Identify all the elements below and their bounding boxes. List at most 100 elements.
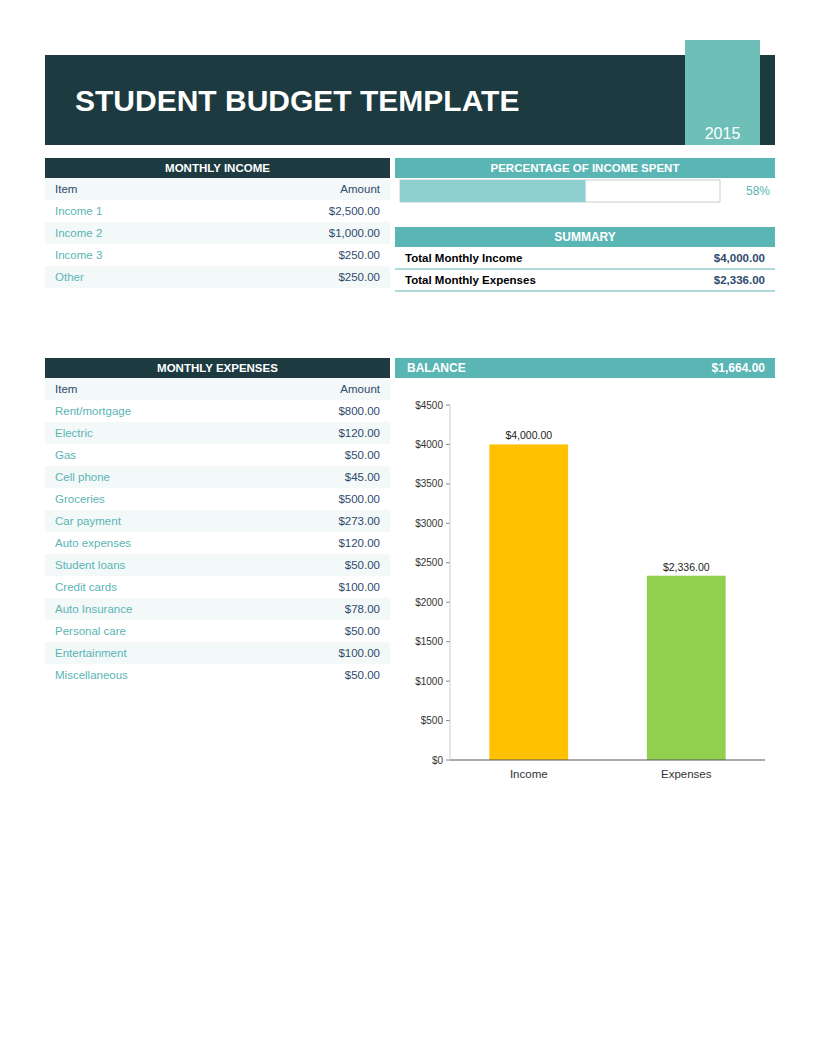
x-tick-label: Income [510, 768, 548, 780]
row-band [45, 466, 390, 488]
section-header [45, 358, 390, 378]
title-bar [45, 55, 775, 145]
x-axis [450, 760, 765, 761]
row-value: $2,500.00 [329, 205, 380, 217]
row-label: Income 3 [55, 249, 102, 261]
bars [489, 444, 725, 760]
row-label: Electric [55, 427, 93, 439]
y-tick-label: $4000 [415, 439, 443, 450]
row-label: Cell phone [55, 471, 110, 483]
section-header [395, 358, 775, 378]
row-label: Personal care [55, 625, 126, 637]
y-tick-label: $1000 [415, 676, 443, 687]
row-band [45, 378, 390, 400]
row-value: Amount [340, 383, 380, 395]
y-tick [446, 681, 450, 682]
infographic: STUDENT BUDGET TEMPLATE 2015 MONTHLY INCOM… [0, 0, 817, 1057]
row-band [45, 178, 390, 200]
row-label: Item [55, 383, 77, 395]
y-tick [446, 523, 450, 524]
row-value: $250.00 [338, 271, 380, 283]
y-tick-label: $3500 [415, 478, 443, 489]
section-title: SUMMARY [554, 230, 616, 244]
data-label: $2,336.00 [663, 561, 710, 573]
row-band [45, 554, 390, 576]
y-tick [446, 444, 450, 445]
row-value: $500.00 [338, 493, 380, 505]
summary-label: Total Monthly Expenses [405, 274, 536, 286]
row-band [45, 222, 390, 244]
y-tick-label: $3000 [415, 518, 443, 529]
y-tick [446, 405, 450, 406]
y-tick-label: $4500 [415, 400, 443, 411]
progress-label: 58% [746, 184, 770, 198]
row-band [45, 598, 390, 620]
row-label: Auto expenses [55, 537, 131, 549]
row-band [45, 422, 390, 444]
bar-chart: $0 $500 $1000 $1500 $2000 $2500 $3000 $3500 $400… [415, 400, 765, 781]
row-label: Student loans [55, 559, 126, 571]
section-title: BALANCE [407, 361, 466, 375]
summary-value: $2,336.00 [714, 274, 765, 286]
row-label: Income 1 [55, 205, 102, 217]
row-value: $50.00 [345, 669, 380, 681]
progress-track [400, 180, 720, 202]
row-value: $800.00 [338, 405, 380, 417]
row-value: $273.00 [338, 515, 380, 527]
summary-label: Total Monthly Income [405, 252, 522, 264]
row-value: $50.00 [345, 559, 380, 571]
row-value: $78.00 [345, 603, 380, 615]
row-label: Gas [55, 449, 76, 461]
row-value: $100.00 [338, 647, 380, 659]
row-value: $250.00 [338, 249, 380, 261]
bar [647, 576, 726, 760]
row-label: Groceries [55, 493, 105, 505]
page: STUDENT BUDGET TEMPLATE 2015 MONTHLY INCOM… [0, 0, 817, 1057]
balance-value: $1,664.00 [712, 361, 766, 375]
section-header [45, 158, 390, 178]
progress-fill [400, 180, 586, 202]
y-tick [446, 641, 450, 642]
row-value: $120.00 [338, 537, 380, 549]
subtitle: 2015 [705, 125, 741, 142]
title: STUDENT BUDGET TEMPLATE [75, 84, 519, 117]
summary-rule [395, 291, 775, 292]
summary-value: $4,000.00 [714, 252, 765, 264]
row-label: Rent/mortgage [55, 405, 131, 417]
row-value: $120.00 [338, 427, 380, 439]
y-tick-label: $500 [421, 715, 444, 726]
y-tick-label: $2000 [415, 597, 443, 608]
bar [489, 444, 568, 760]
row-value: Amount [340, 183, 380, 195]
y-tick-label: $1500 [415, 636, 443, 647]
y-tick [446, 602, 450, 603]
row-value: $100.00 [338, 581, 380, 593]
section-header [395, 158, 775, 178]
section-title: MONTHLY INCOME [165, 162, 270, 174]
section-header [395, 227, 775, 247]
y-tick [446, 562, 450, 563]
row-value: $50.00 [345, 625, 380, 637]
y-tick-label: $2500 [415, 557, 443, 568]
row-band [45, 642, 390, 664]
row-label: Miscellaneous [55, 669, 128, 681]
y-axis [450, 405, 451, 760]
row-band [45, 510, 390, 532]
row-value: $1,000.00 [329, 227, 380, 239]
row-label: Auto Insurance [55, 603, 132, 615]
y-tick-label: $0 [432, 755, 444, 766]
section-title: PERCENTAGE OF INCOME SPENT [491, 162, 680, 174]
title-accent [685, 40, 760, 145]
row-label: Income 2 [55, 227, 102, 239]
row-label: Other [55, 271, 84, 283]
row-value: $45.00 [345, 471, 380, 483]
row-label: Credit cards [55, 581, 117, 593]
y-tick [446, 720, 450, 721]
row-value: $50.00 [345, 449, 380, 461]
row-label: Item [55, 183, 77, 195]
data-label: $4,000.00 [505, 429, 552, 441]
y-tick [446, 760, 450, 761]
row-label: Entertainment [55, 647, 127, 659]
x-tick-label: Expenses [661, 768, 712, 780]
row-band [45, 266, 390, 288]
